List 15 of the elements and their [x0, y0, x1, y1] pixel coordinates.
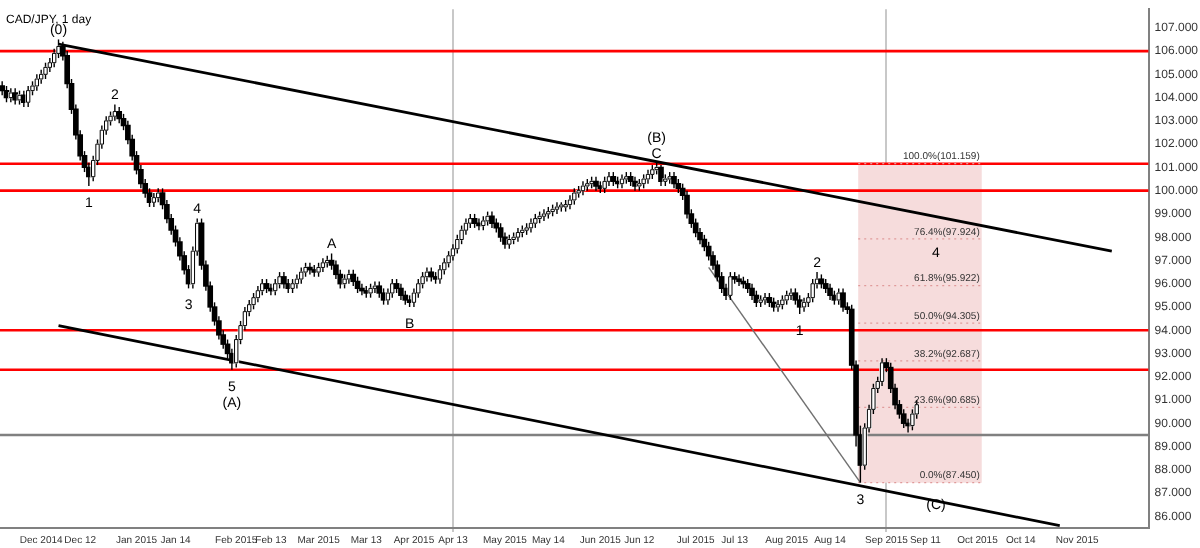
candlestick [705, 241, 712, 262]
candlestick [788, 287, 794, 301]
candlestick [684, 189, 690, 220]
candlestick [333, 259, 339, 280]
candlestick [415, 278, 422, 299]
candlestick [454, 234, 461, 255]
candlestick [372, 280, 378, 294]
candlestick [658, 164, 664, 187]
candlestick [497, 222, 504, 243]
candlestick [437, 264, 443, 285]
candlestick [900, 408, 907, 429]
candlestick [809, 278, 816, 304]
candlestick [692, 217, 699, 238]
candlestick [458, 224, 465, 245]
candlestick [909, 408, 916, 431]
